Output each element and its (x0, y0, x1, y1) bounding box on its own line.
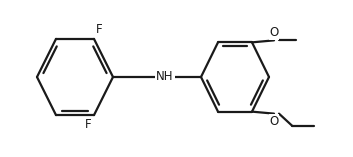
Text: O: O (269, 26, 279, 39)
Text: NH: NH (156, 70, 174, 84)
Text: O: O (269, 115, 279, 128)
Text: F: F (96, 23, 103, 36)
Text: F: F (85, 118, 92, 131)
